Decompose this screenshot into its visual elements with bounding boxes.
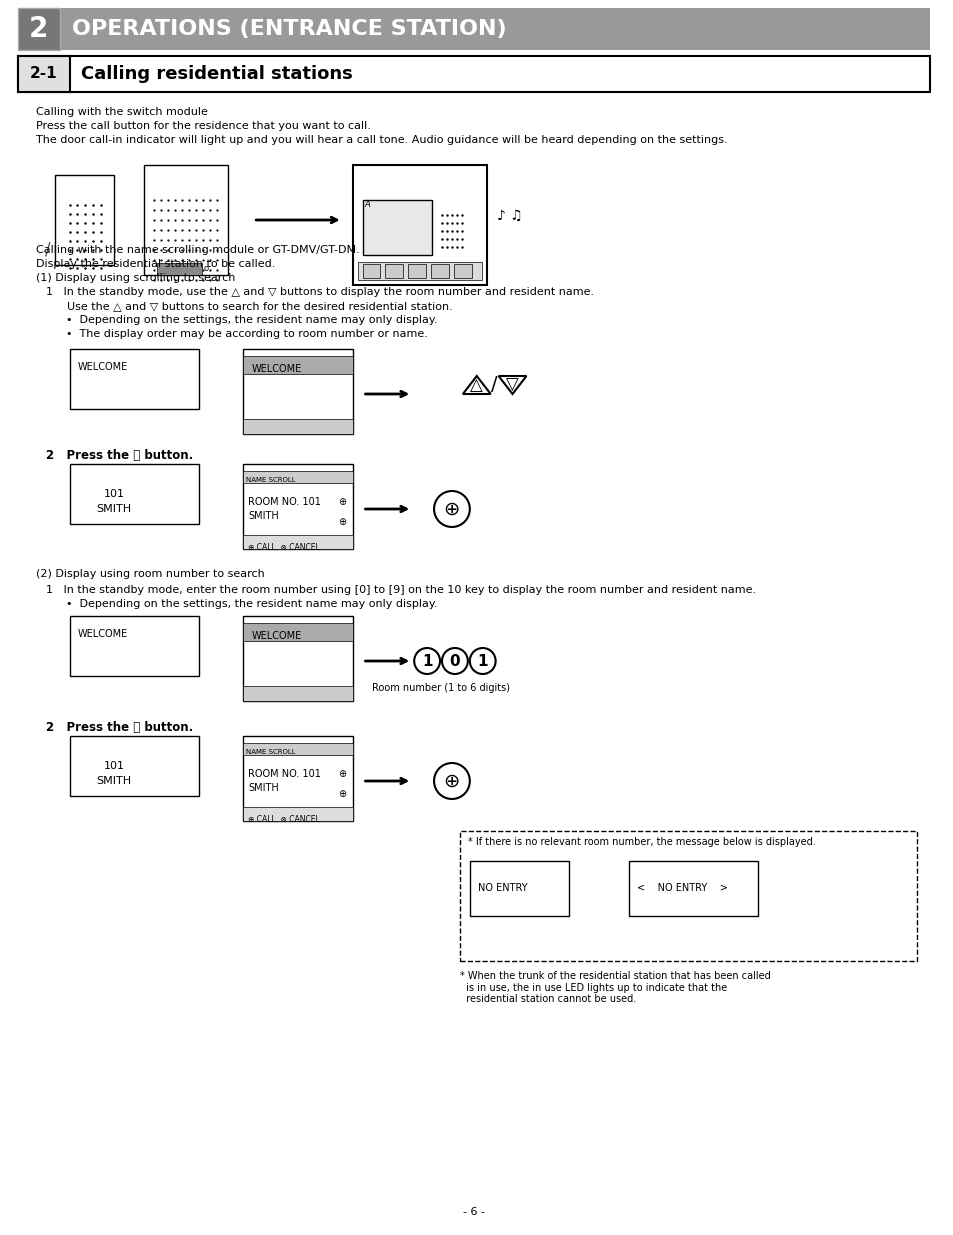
Text: WELCOME: WELCOME bbox=[77, 362, 128, 372]
Text: WELCOME: WELCOME bbox=[251, 631, 301, 641]
Text: The door call-in indicator will light up and you will hear a call tone. Audio gu: The door call-in indicator will light up… bbox=[35, 135, 726, 144]
Bar bbox=[243, 622, 353, 641]
Text: ⊕ CALL  ⊗ CANCEL: ⊕ CALL ⊗ CANCEL bbox=[248, 815, 319, 824]
Text: Press the call button for the residence that you want to call.: Press the call button for the residence … bbox=[35, 121, 371, 131]
Text: (2) Display using room number to search: (2) Display using room number to search bbox=[35, 569, 264, 579]
Bar bbox=[243, 616, 353, 701]
Text: OPERATIONS (ENTRANCE STATION): OPERATIONS (ENTRANCE STATION) bbox=[71, 19, 506, 40]
Text: ▽: ▽ bbox=[506, 375, 518, 394]
Bar bbox=[18, 7, 59, 49]
Text: Room number (1 to 6 digits): Room number (1 to 6 digits) bbox=[372, 683, 510, 693]
Text: /: / bbox=[45, 241, 51, 259]
Text: Calling residential stations: Calling residential stations bbox=[81, 65, 353, 83]
Text: ⊕: ⊕ bbox=[443, 772, 459, 790]
Bar bbox=[243, 350, 353, 433]
Text: ⊕: ⊕ bbox=[337, 769, 346, 779]
Bar bbox=[70, 736, 198, 797]
Text: 2   Press the Ⓢ button.: 2 Press the Ⓢ button. bbox=[46, 450, 193, 462]
Bar bbox=[144, 165, 228, 275]
Bar bbox=[54, 175, 114, 266]
Text: /: / bbox=[491, 375, 497, 394]
Text: ⊕: ⊕ bbox=[443, 499, 459, 519]
Bar bbox=[469, 861, 569, 916]
Text: ROOM NO. 101: ROOM NO. 101 bbox=[248, 496, 321, 508]
Bar bbox=[70, 616, 198, 676]
Bar bbox=[243, 685, 353, 701]
Bar bbox=[628, 861, 757, 916]
Bar bbox=[70, 350, 198, 409]
Text: ROOM NO. 101: ROOM NO. 101 bbox=[248, 769, 321, 779]
Bar bbox=[70, 464, 198, 524]
Text: 101: 101 bbox=[104, 489, 125, 499]
Text: WELCOME: WELCOME bbox=[251, 364, 301, 374]
Bar bbox=[454, 264, 472, 278]
Text: NAME SCROLL: NAME SCROLL bbox=[246, 477, 295, 483]
Text: * If there is no relevant room number, the message below is displayed.: * If there is no relevant room number, t… bbox=[467, 837, 815, 847]
Text: NO ENTRY: NO ENTRY bbox=[477, 883, 527, 893]
Bar bbox=[243, 471, 353, 483]
Text: ♪ ♫: ♪ ♫ bbox=[497, 209, 522, 224]
Text: •  Depending on the settings, the resident name may only display.: • Depending on the settings, the residen… bbox=[66, 315, 436, 325]
Text: •  Depending on the settings, the resident name may only display.: • Depending on the settings, the residen… bbox=[66, 599, 436, 609]
Text: SMITH: SMITH bbox=[248, 783, 279, 793]
Text: 1: 1 bbox=[421, 653, 432, 668]
Text: ⊕ CALL  ⊗ CANCEL: ⊕ CALL ⊗ CANCEL bbox=[248, 543, 319, 552]
Bar bbox=[243, 806, 353, 821]
Bar bbox=[18, 7, 929, 49]
Bar bbox=[18, 56, 929, 91]
Text: 101: 101 bbox=[104, 761, 125, 771]
Text: 2: 2 bbox=[29, 15, 49, 43]
Text: ⊕: ⊕ bbox=[337, 517, 346, 527]
Text: ⊕: ⊕ bbox=[337, 496, 346, 508]
Text: o: o bbox=[203, 264, 209, 273]
Bar bbox=[353, 165, 486, 285]
Text: 1   In the standby mode, enter the room number using [0] to [9] on the 10 key to: 1 In the standby mode, enter the room nu… bbox=[46, 585, 755, 595]
Text: 1: 1 bbox=[476, 653, 488, 668]
Text: (1) Display using scrolling to search: (1) Display using scrolling to search bbox=[35, 273, 234, 283]
Text: •  The display order may be according to room number or name.: • The display order may be according to … bbox=[66, 329, 427, 338]
Bar bbox=[243, 419, 353, 433]
Bar bbox=[243, 356, 353, 374]
Text: ⊕: ⊕ bbox=[337, 789, 346, 799]
Text: 0: 0 bbox=[449, 653, 459, 668]
Text: A: A bbox=[364, 200, 370, 209]
Text: SMITH: SMITH bbox=[248, 511, 279, 521]
Bar bbox=[408, 264, 426, 278]
Text: Calling with the name scrolling module or GT-DMV/GT-DM.: Calling with the name scrolling module o… bbox=[35, 245, 359, 254]
Bar bbox=[362, 264, 380, 278]
Text: Use the △ and ▽ buttons to search for the desired residential station.: Use the △ and ▽ buttons to search for th… bbox=[46, 301, 452, 311]
Bar bbox=[362, 200, 432, 254]
Bar bbox=[243, 464, 353, 550]
Text: * When the trunk of the residential station that has been called
  is in use, th: * When the trunk of the residential stat… bbox=[459, 971, 770, 1004]
Bar bbox=[243, 535, 353, 550]
Bar bbox=[18, 56, 70, 91]
Text: SMITH: SMITH bbox=[96, 504, 132, 514]
Text: NAME SCROLL: NAME SCROLL bbox=[246, 748, 295, 755]
Text: SMITH: SMITH bbox=[96, 776, 132, 785]
Bar bbox=[357, 262, 481, 280]
Text: Display the residential station to be called.: Display the residential station to be ca… bbox=[35, 259, 274, 269]
Bar bbox=[157, 263, 201, 275]
Text: 2-1: 2-1 bbox=[30, 67, 57, 82]
Text: <    NO ENTRY    >: < NO ENTRY > bbox=[636, 883, 727, 893]
Bar bbox=[243, 736, 353, 821]
Text: WELCOME: WELCOME bbox=[77, 629, 128, 638]
Text: 2   Press the Ⓢ button.: 2 Press the Ⓢ button. bbox=[46, 721, 193, 734]
Bar bbox=[385, 264, 403, 278]
Text: Calling with the switch module: Calling with the switch module bbox=[35, 107, 208, 117]
Bar bbox=[243, 743, 353, 755]
Text: △: △ bbox=[470, 375, 482, 394]
Text: 1   In the standby mode, use the △ and ▽ buttons to display the room number and : 1 In the standby mode, use the △ and ▽ b… bbox=[46, 287, 593, 296]
Text: - 6 -: - 6 - bbox=[462, 1207, 484, 1216]
Bar bbox=[459, 831, 916, 961]
Bar bbox=[431, 264, 449, 278]
